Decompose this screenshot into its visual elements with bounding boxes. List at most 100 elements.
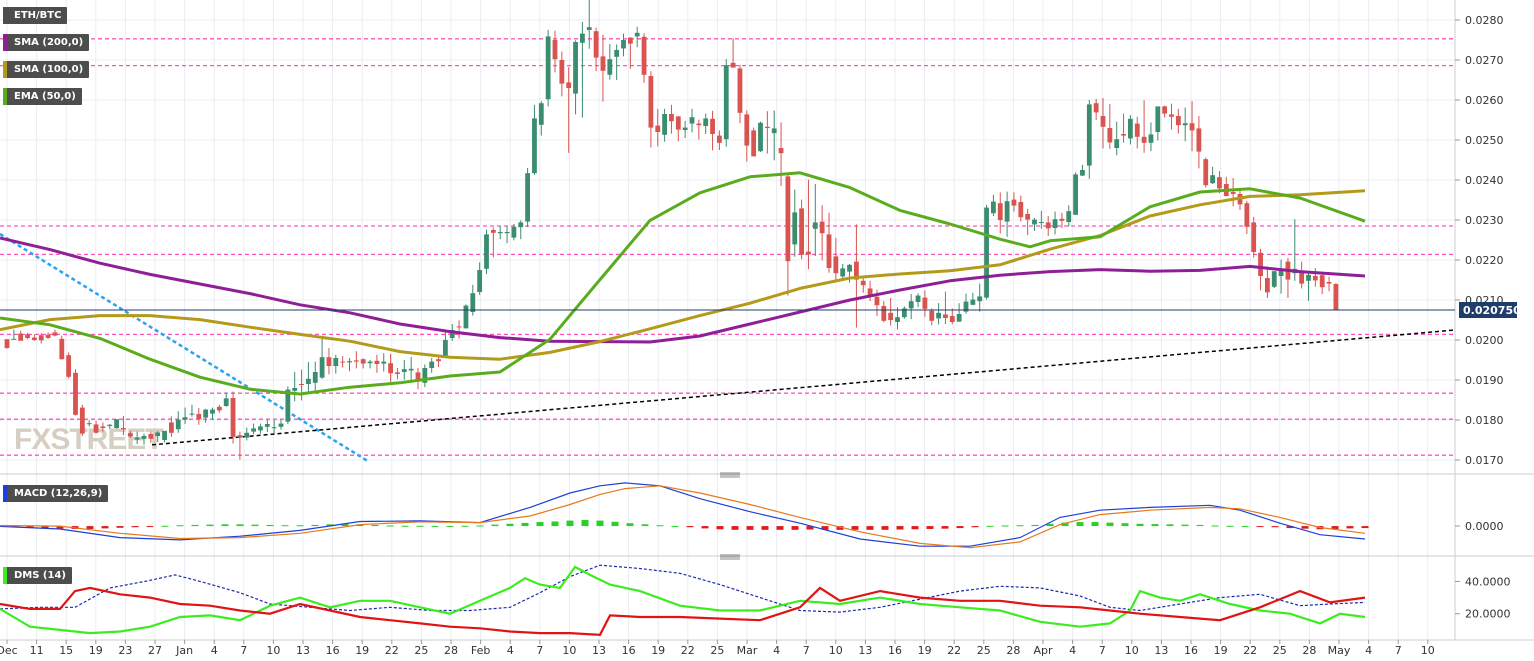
legend-sma200[interactable]: SMA (200,0): [3, 34, 90, 51]
candle-body: [675, 116, 681, 130]
candle-body: [1306, 274, 1311, 281]
time-tick-label: 16: [622, 644, 636, 657]
macd-histogram-bar: [191, 524, 199, 527]
candle-body: [443, 340, 448, 356]
macd-histogram-bar: [341, 524, 349, 527]
candle-body: [703, 118, 709, 126]
candle-body: [799, 208, 804, 255]
time-tick-label: 19: [1214, 644, 1228, 657]
candle-body: [436, 359, 441, 362]
price-tick-label: 0.0280: [1465, 14, 1504, 27]
candle-body: [888, 312, 894, 320]
time-tick-label: 4: [211, 644, 218, 657]
candle-body: [360, 359, 366, 364]
candle-body: [1025, 214, 1031, 220]
time-tick-label: May: [1328, 644, 1351, 657]
candle-body: [901, 308, 907, 318]
candle-body: [634, 32, 640, 37]
macd-histogram-bar: [161, 525, 169, 527]
candle-body: [312, 372, 318, 383]
legend-sma100[interactable]: SMA (100,0): [3, 61, 90, 78]
price-tick-label: 0.0190: [1465, 374, 1504, 387]
candle-body: [566, 82, 572, 88]
macd-histogram-bar: [521, 522, 529, 527]
candle-body: [490, 230, 496, 233]
candle-body: [1093, 103, 1099, 113]
legend-macd[interactable]: MACD (12,26,9): [3, 485, 109, 502]
candle-body: [532, 118, 537, 174]
macd-histogram-bar: [911, 526, 919, 530]
candle-body: [306, 378, 311, 384]
candle-body: [1032, 219, 1037, 225]
candle-body: [586, 27, 592, 30]
macd-histogram-bar: [1091, 522, 1099, 527]
candle-body: [1141, 136, 1147, 143]
candle-body: [66, 355, 72, 377]
time-tick-label: 22: [385, 644, 399, 657]
candle-body: [4, 339, 10, 348]
ema-50-0-line: [0, 171, 1366, 396]
time-tick-label: 19: [918, 644, 932, 657]
candle-body: [984, 207, 989, 298]
candle-body: [319, 357, 325, 378]
time-tick-label: 15: [59, 644, 73, 657]
candle-body: [778, 148, 784, 154]
legend-macd-label: MACD (12,26,9): [14, 488, 103, 499]
candle-body: [614, 50, 620, 57]
macd-histogram-bar: [836, 526, 844, 530]
candle-body: [175, 419, 181, 430]
candle-body: [717, 135, 722, 143]
candle-body: [1265, 278, 1270, 293]
time-tick-label: 7: [1395, 644, 1402, 657]
candle-body: [956, 314, 962, 322]
candle-body: [463, 305, 469, 329]
candle-body: [278, 423, 284, 427]
candle-body: [1018, 202, 1024, 218]
macd-histogram-bar: [1196, 524, 1204, 527]
candle-body: [621, 40, 626, 49]
candle-body: [819, 221, 825, 234]
candle-body: [484, 234, 489, 269]
candle-body: [1114, 139, 1120, 148]
macd-histogram-bar: [641, 524, 649, 527]
candle-body: [148, 434, 154, 439]
candle-body: [121, 428, 126, 430]
time-tick-label: Mar: [737, 644, 758, 657]
macd-histogram-bar: [851, 526, 859, 530]
candle-body: [1059, 218, 1065, 221]
candle-body: [504, 232, 510, 234]
time-tick-label: 10: [1125, 644, 1139, 657]
candle-body: [155, 432, 161, 436]
macd-histogram-bar: [506, 523, 514, 527]
macd-histogram-bar: [1211, 525, 1219, 527]
candle-body: [1148, 134, 1154, 143]
candle-body: [682, 127, 688, 130]
candle-body: [1175, 116, 1181, 126]
candle-body: [723, 65, 729, 140]
time-tick-label: Apr: [1033, 644, 1053, 657]
time-tick-label: 19: [355, 644, 369, 657]
candle-body: [264, 424, 270, 427]
macd-histogram-bar: [1181, 524, 1189, 527]
time-tick-label: 11: [30, 644, 44, 657]
candle-body: [340, 361, 346, 363]
time-tick-label: 19: [651, 644, 665, 657]
candle-body: [1052, 219, 1058, 228]
macd-histogram-bar: [971, 526, 979, 528]
candle-body: [1045, 222, 1051, 229]
candle-body: [456, 326, 462, 328]
legend-dms[interactable]: DMS (14): [3, 567, 72, 584]
legend-ema50[interactable]: EMA (50,0): [3, 88, 82, 105]
time-tick-label: 10: [266, 644, 280, 657]
candle-body: [627, 37, 633, 44]
time-tick-label: 25: [710, 644, 724, 657]
candle-body: [326, 357, 332, 366]
macd-histogram-bar: [1016, 525, 1024, 527]
macd-histogram-bar: [476, 525, 484, 527]
candle-body: [59, 338, 65, 360]
candle-body: [669, 114, 674, 122]
legend-pair[interactable]: ETH/BTC: [3, 7, 68, 24]
price-tick-label: 0.0230: [1465, 214, 1504, 227]
time-tick-label: 22: [1243, 644, 1257, 657]
